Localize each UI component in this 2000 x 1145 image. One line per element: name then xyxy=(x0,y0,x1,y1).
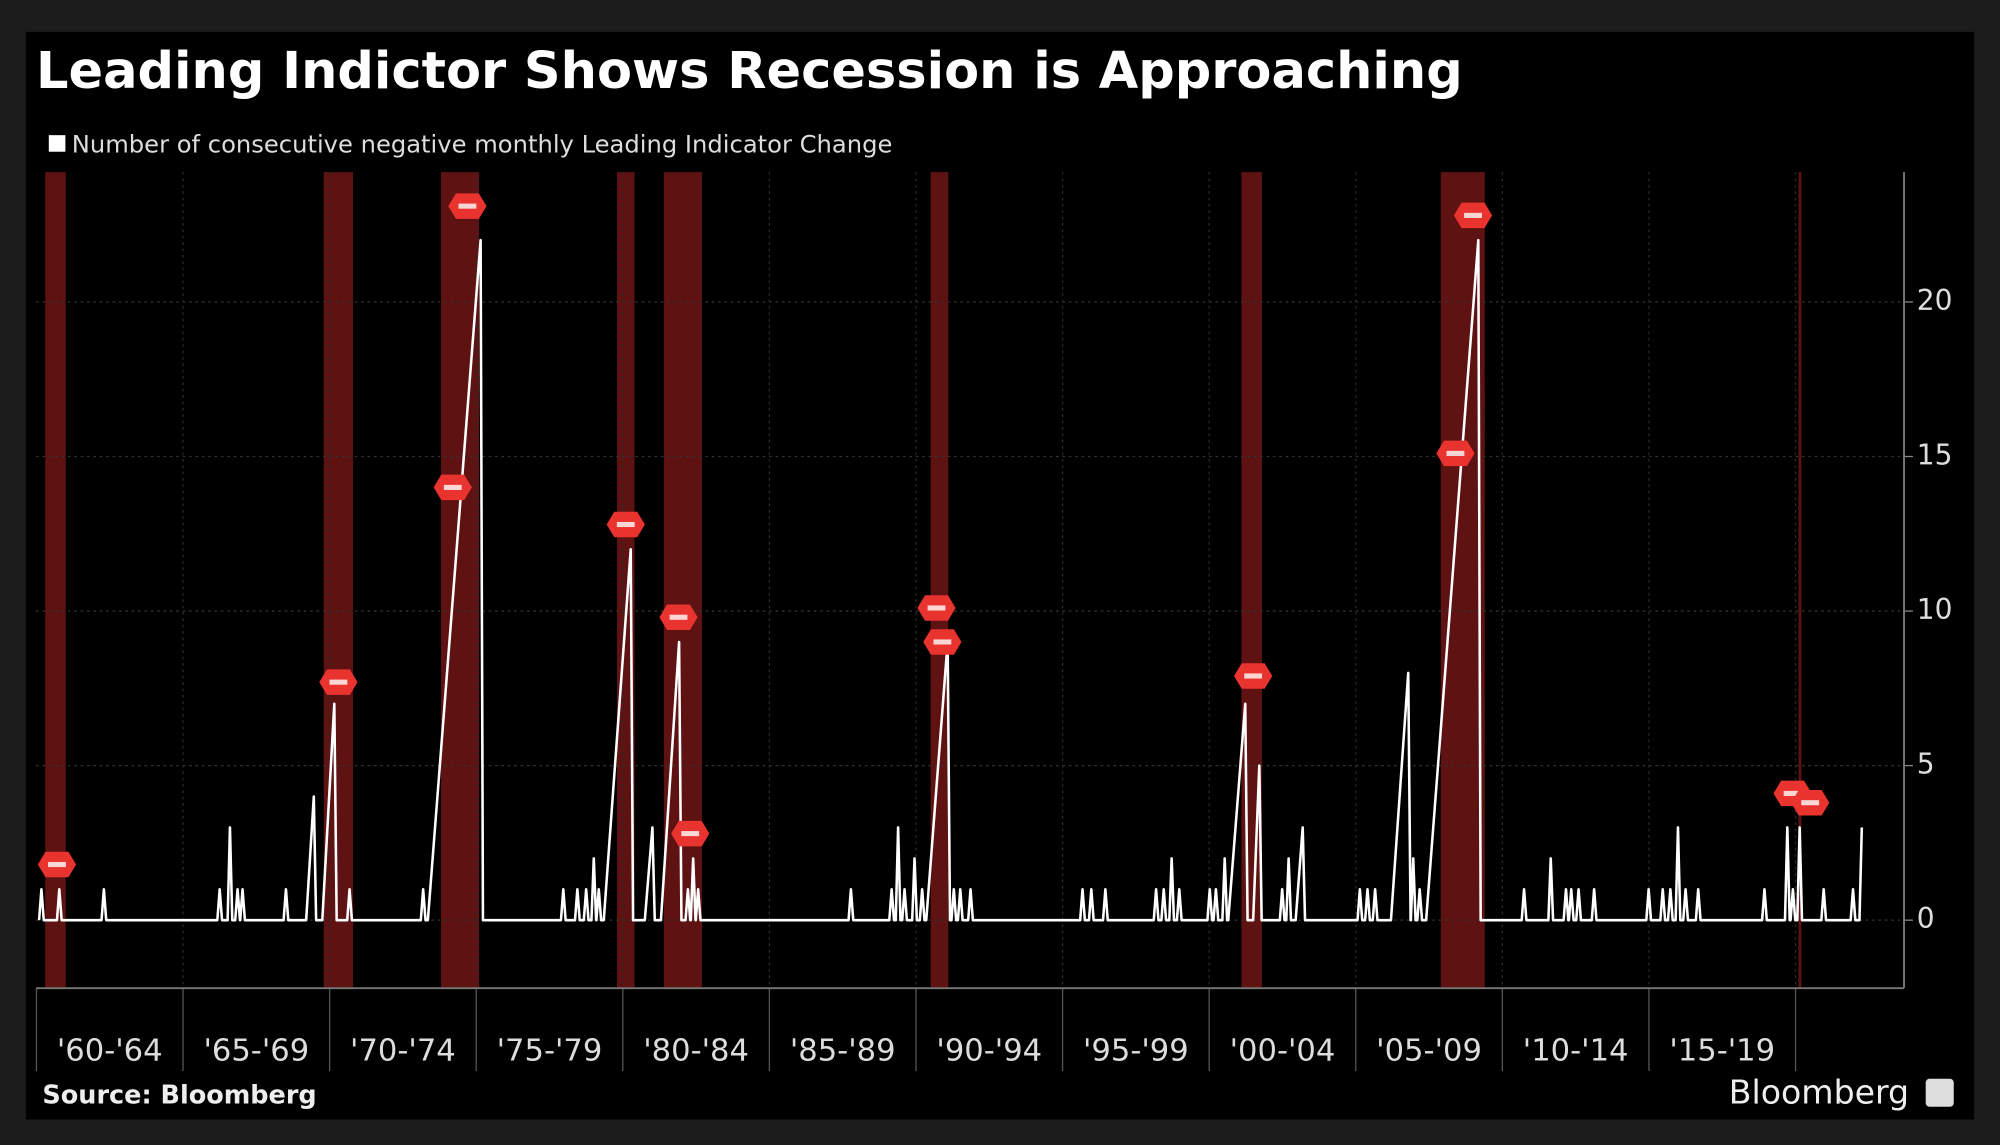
recession-marker xyxy=(606,511,645,538)
x-tick-label: '15-'19 xyxy=(1669,1033,1775,1068)
recession-marker xyxy=(433,474,472,501)
recession-marker xyxy=(319,669,358,695)
recession-marker xyxy=(917,595,956,621)
x-tick-label: '75-'79 xyxy=(497,1033,603,1068)
brand-icon xyxy=(1925,1078,1954,1107)
marker-glyph xyxy=(927,605,946,611)
brand-logo: Bloomberg xyxy=(1729,1072,1909,1111)
recession-marker xyxy=(1436,440,1475,467)
marker-glyph xyxy=(1446,450,1465,456)
y-tick-label: 10 xyxy=(1917,593,1953,626)
recession-band xyxy=(616,172,635,989)
y-tick-label: 5 xyxy=(1917,748,1935,781)
recession-marker xyxy=(37,851,77,878)
recession-marker xyxy=(448,193,487,219)
recession-marker xyxy=(923,629,962,655)
marker-glyph xyxy=(1801,800,1820,806)
x-tick-label: '70-'74 xyxy=(350,1033,456,1068)
marker-glyph xyxy=(1244,673,1263,679)
y-tick-label: 20 xyxy=(1917,284,1953,317)
x-tick-label: '10-'14 xyxy=(1523,1033,1629,1068)
x-tick-label: '00-'04 xyxy=(1230,1033,1336,1068)
legend-label: Number of consecutive negative monthly L… xyxy=(72,130,893,158)
recession-band xyxy=(1798,172,1802,989)
recession-band xyxy=(663,172,702,989)
legend-swatch xyxy=(48,135,66,152)
y-tick-label: 0 xyxy=(1917,902,1935,935)
recession-band xyxy=(1241,172,1262,989)
recession-band xyxy=(930,172,949,989)
marker-glyph xyxy=(48,861,66,868)
recession-marker xyxy=(671,820,710,847)
recession-marker xyxy=(1453,202,1493,229)
x-tick-label: '95-'99 xyxy=(1083,1033,1189,1068)
recession-band xyxy=(323,172,354,989)
x-tick-label: '80-'84 xyxy=(643,1033,749,1068)
recession-band xyxy=(45,172,66,989)
x-tick-label: '60-'64 xyxy=(57,1033,163,1068)
chart-background xyxy=(25,31,1975,1120)
marker-glyph xyxy=(681,831,700,837)
marker-glyph xyxy=(1783,790,1802,796)
source-note: Source: Bloomberg xyxy=(42,1081,316,1111)
recession-marker xyxy=(1234,663,1273,689)
x-tick-label: '65-'69 xyxy=(203,1033,309,1068)
data-line xyxy=(37,238,1864,922)
x-tick-label: '85-'89 xyxy=(790,1033,896,1068)
recession-band xyxy=(441,172,480,989)
marker-glyph xyxy=(1464,212,1482,218)
marker-glyph xyxy=(443,484,462,490)
y-tick-label: 15 xyxy=(1917,439,1953,472)
x-tick-label: '90-'94 xyxy=(936,1033,1042,1068)
recession-marker xyxy=(1791,789,1830,816)
x-tick-label: '05-'09 xyxy=(1376,1033,1482,1068)
marker-glyph xyxy=(616,521,635,528)
marker-glyph xyxy=(669,614,688,620)
recession-marker xyxy=(659,604,698,630)
marker-glyph xyxy=(933,639,952,645)
marker-glyph xyxy=(458,203,477,209)
marker-glyph xyxy=(329,679,348,685)
chart-title: Leading Indictor Shows Recession is Appr… xyxy=(36,42,1463,101)
